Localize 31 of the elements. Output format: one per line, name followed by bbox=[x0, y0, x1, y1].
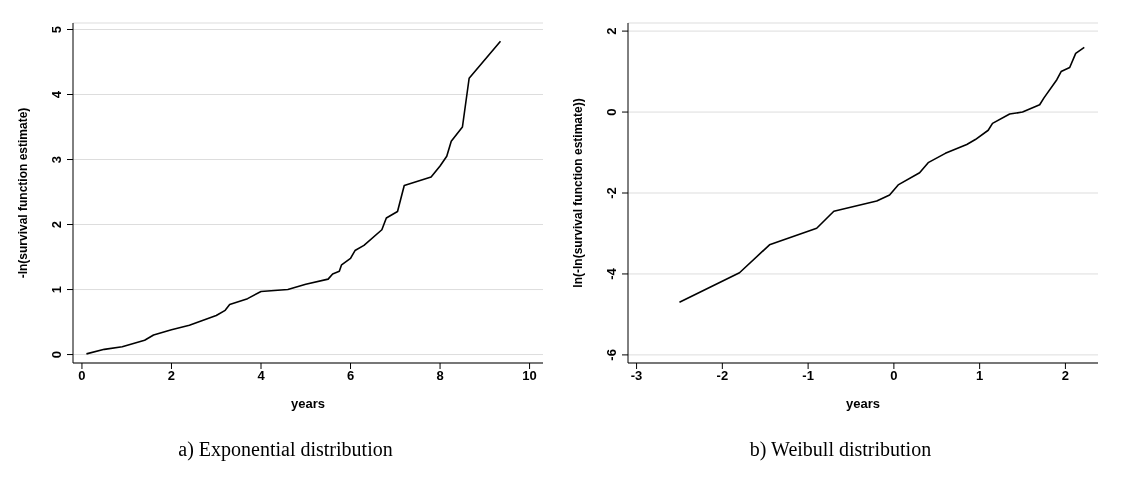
line-series bbox=[85, 40, 502, 355]
y-axis-title: ln(-ln(survival function estimate)) bbox=[571, 98, 586, 288]
x-tick-label: 0 bbox=[890, 368, 898, 384]
y-tick-label: -2 bbox=[604, 187, 619, 199]
line-series bbox=[678, 46, 1086, 304]
x-tick-label: -2 bbox=[716, 368, 729, 384]
y-tick-label: 5 bbox=[49, 25, 64, 34]
x-tick-label: 6 bbox=[346, 368, 355, 384]
x-axis-title: years bbox=[846, 396, 880, 411]
y-tick-label: 0 bbox=[604, 108, 619, 116]
y-axis-title: -ln(survival function estimate) bbox=[16, 107, 31, 279]
y-tick-label: 2 bbox=[49, 220, 64, 229]
text: a) Exponential distribution bbox=[177, 438, 394, 461]
x-tick-label: 8 bbox=[436, 368, 444, 384]
y-tick-label: -6 bbox=[604, 349, 619, 361]
x-tick-label: 4 bbox=[257, 368, 266, 384]
y-tick-label: 3 bbox=[49, 155, 64, 164]
y-tick-label: 4 bbox=[49, 90, 64, 99]
x-tick-label: 0 bbox=[78, 368, 86, 384]
x-tick-label: 1 bbox=[976, 368, 984, 384]
y-tick-label: 0 bbox=[49, 350, 64, 359]
x-axis-title: years bbox=[291, 396, 325, 411]
y-tick-label: 2 bbox=[604, 27, 619, 35]
x-tick-label: -1 bbox=[802, 368, 814, 384]
x-tick-label: 2 bbox=[167, 368, 176, 384]
text: b) Weibull distribution bbox=[748, 438, 933, 461]
y-tick-label: 1 bbox=[49, 285, 64, 294]
x-tick-label: -3 bbox=[630, 368, 643, 384]
y-tick-label: -4 bbox=[604, 267, 619, 280]
x-tick-label: 10 bbox=[522, 368, 537, 384]
x-tick-label: 2 bbox=[1061, 368, 1070, 384]
